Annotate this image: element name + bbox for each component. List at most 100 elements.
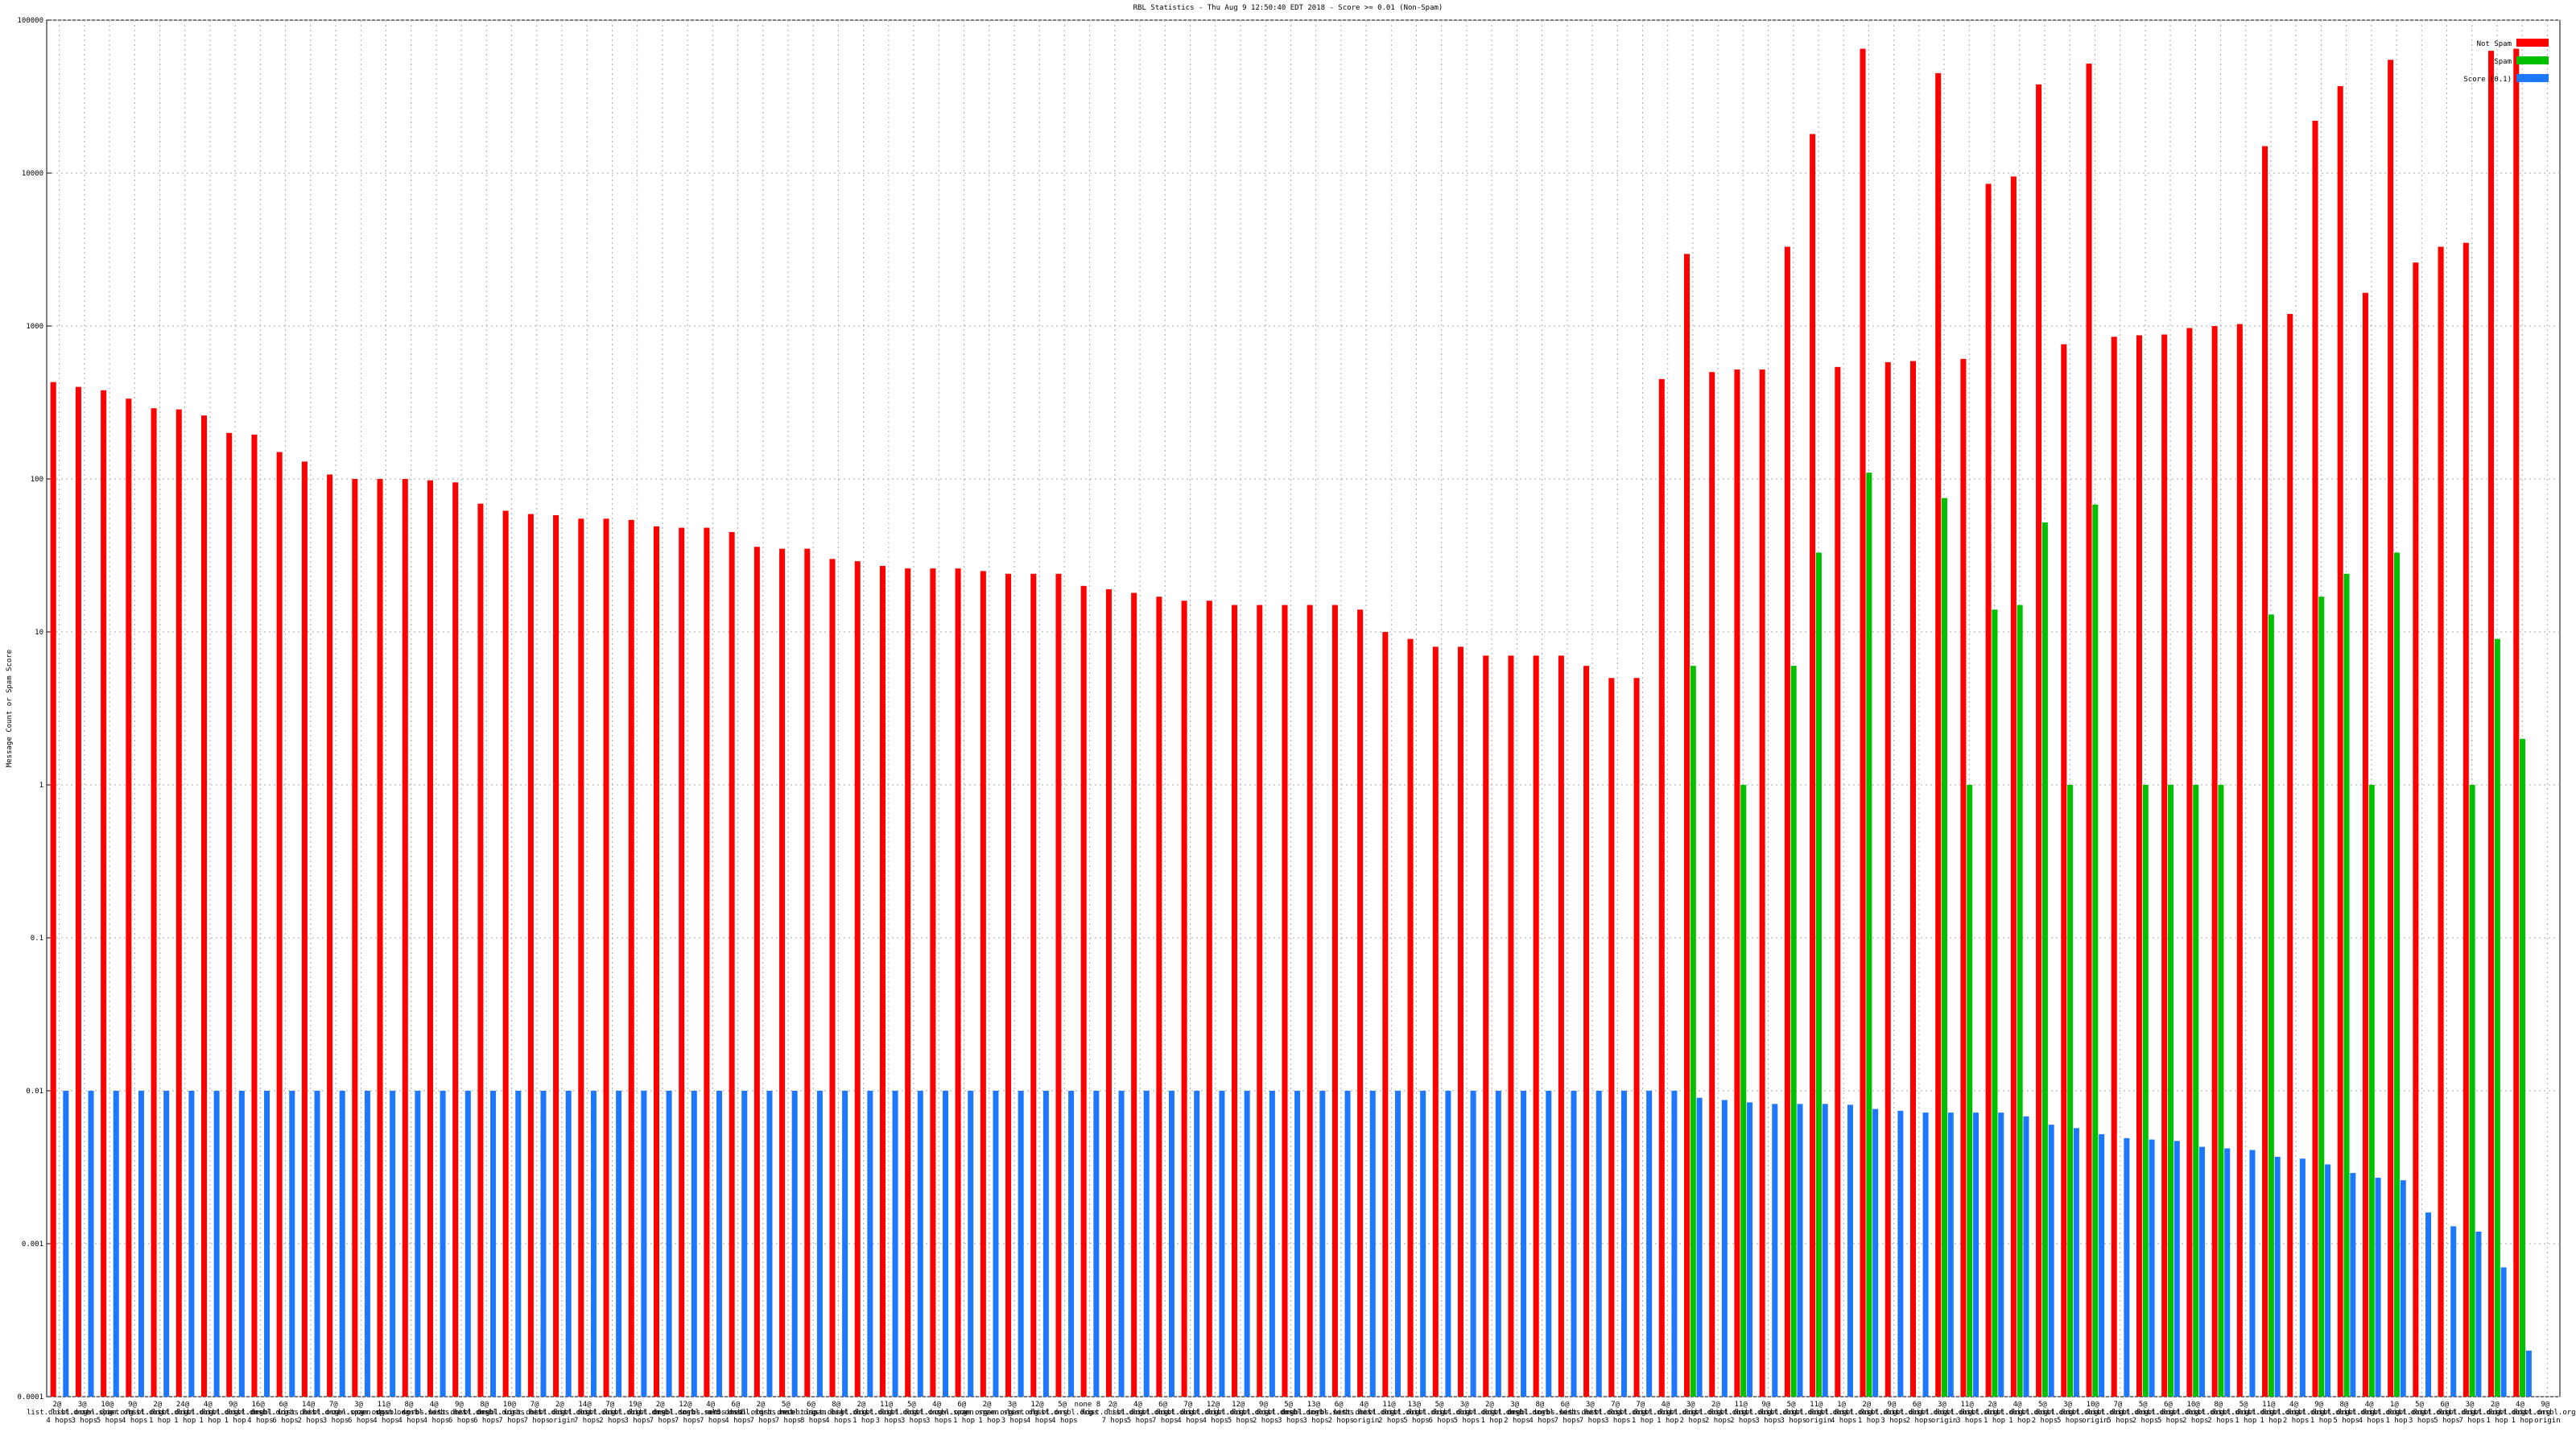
- bar: [653, 526, 659, 1397]
- bar: [1847, 1104, 1853, 1397]
- bar: [2023, 1116, 2029, 1397]
- x-tick-label: 5@ list.dnsbl.org 2 hops: [2112, 1401, 2178, 1425]
- bar: [879, 566, 886, 1397]
- bar: [364, 1091, 370, 1397]
- bar: [477, 503, 484, 1397]
- bar: [1992, 609, 1998, 1397]
- x-tick-label: 5@ list.dnsbl.org 3 hops: [881, 1401, 946, 1425]
- bar: [2092, 504, 2099, 1397]
- bar: [2274, 1157, 2281, 1397]
- y-tick-label: 0.1: [31, 935, 43, 943]
- x-tick-label: 12@ dnsbl.sorbs.net 7 hops: [653, 1401, 723, 1425]
- bar: [1508, 655, 1514, 1397]
- x-tick-label: 24@ list.dnsbl.org 1 hop: [152, 1401, 217, 1425]
- bar: [1740, 785, 1747, 1397]
- x-tick-label: 2@ list.dnsbl.org 1 hop: [2464, 1401, 2529, 1425]
- bar: [2513, 48, 2520, 1397]
- bar: [1721, 1100, 1728, 1397]
- bar: [1269, 1091, 1275, 1397]
- x-tick-label: 6@ list.dnsbl.org 5 hops: [2137, 1401, 2202, 1425]
- bar: [1394, 1091, 1401, 1397]
- bar: [1105, 589, 1112, 1397]
- bar: [63, 1091, 69, 1397]
- bar: [1219, 1091, 1225, 1397]
- bar: [289, 1091, 295, 1397]
- bar: [1055, 573, 1062, 1397]
- bar: [553, 514, 559, 1397]
- x-tick-label: 9@ list.dnsbl.org 3 hops: [1861, 1401, 1926, 1425]
- bar: [2350, 1173, 2356, 1397]
- bar: [1156, 597, 1162, 1397]
- bar: [2312, 120, 2318, 1397]
- bar: [980, 571, 986, 1397]
- bar: [1772, 1104, 1778, 1397]
- bar: [1608, 678, 1615, 1397]
- bar: [502, 510, 509, 1397]
- bar: [942, 1091, 949, 1397]
- bar: [2041, 522, 2048, 1397]
- x-tick-label: 2@ list.dnsbl.org 1 hop: [127, 1401, 192, 1425]
- bar: [1018, 1091, 1024, 1397]
- bar: [679, 527, 685, 1397]
- x-tick-label: 2@ list.dnsbl.org 2 hops: [1685, 1401, 1750, 1425]
- bar: [2218, 785, 2224, 1397]
- x-tick-label: 9@ list.dnsbl.org 1 hop: [2289, 1401, 2354, 1425]
- bar: [301, 461, 308, 1397]
- bar: [327, 474, 333, 1397]
- bar: [1068, 1091, 1075, 1397]
- x-tick-label: 5@ list.dnsbl.org 4 hops: [1032, 1401, 1097, 1425]
- y-axis-label: Message Count or Spam Score: [6, 650, 14, 767]
- bar: [565, 1091, 572, 1397]
- x-tick-label: 5@ list.dnsbl.org 7 hops: [755, 1401, 820, 1425]
- bar: [1790, 666, 1797, 1397]
- bar: [101, 390, 107, 1397]
- bar: [1307, 605, 1313, 1397]
- bar: [188, 1091, 195, 1397]
- bar: [590, 1091, 597, 1397]
- legend-label: Score (0.1): [2463, 76, 2512, 84]
- bar: [2036, 84, 2042, 1397]
- bar: [175, 409, 182, 1397]
- bar: [352, 479, 358, 1397]
- bar: [2124, 1137, 2130, 1397]
- bar: [1596, 1091, 1602, 1397]
- bar: [2325, 1164, 2331, 1397]
- plot-frame: [46, 19, 2561, 1397]
- bar: [2061, 344, 2067, 1397]
- x-tick-label: 6@ list.dnsbl.org 7 hops: [1133, 1401, 1198, 1425]
- bar: [1941, 497, 1948, 1397]
- bar: [1458, 646, 1464, 1397]
- bar: [264, 1091, 270, 1397]
- x-tick-label: 5@ list.dnsbl.org 3 hops: [1761, 1401, 1826, 1425]
- bar: [716, 1091, 723, 1397]
- bar: [540, 1091, 547, 1397]
- x-tick-label: 7@ list.dnsbl.org 7 hops: [504, 1401, 569, 1425]
- bar: [641, 1091, 647, 1397]
- x-tick-label: 11@ list.dnsbl.org origin: [1785, 1401, 1851, 1425]
- bar: [1571, 1091, 1577, 1397]
- bar: [2400, 1180, 2406, 1397]
- x-tick-label: 2@ zen.spam.org 1 hop: [961, 1401, 1018, 1425]
- bar: [1998, 1113, 2004, 1397]
- bar: [2224, 1148, 2231, 1397]
- x-tick-label: none 8 hops: [1075, 1401, 1105, 1417]
- bar: [2236, 324, 2243, 1397]
- x-tick-label: 6@ zen.spam.org 1 hop: [935, 1401, 992, 1425]
- bar: [1947, 1113, 1954, 1397]
- bar: [666, 1091, 672, 1397]
- bar: [1709, 372, 1715, 1397]
- bar: [2186, 328, 2193, 1397]
- bar: [2086, 63, 2092, 1397]
- x-tick-label: 8@ dnsbl.sorbs.net 4 hops: [1507, 1401, 1577, 1425]
- bar: [1683, 254, 1690, 1397]
- x-tick-label: 6@ dnsbl.sorbs.net 7 hops: [1532, 1401, 1602, 1425]
- bar: [1646, 1091, 1653, 1397]
- bar: [1533, 655, 1539, 1397]
- bar: [993, 1091, 999, 1397]
- x-tick-label: 2@ list.dnsbl.org 1 hop: [1836, 1401, 1901, 1425]
- bar: [276, 452, 283, 1397]
- bar: [2494, 638, 2500, 1397]
- bar: [2450, 1226, 2457, 1397]
- bar: [2393, 552, 2400, 1397]
